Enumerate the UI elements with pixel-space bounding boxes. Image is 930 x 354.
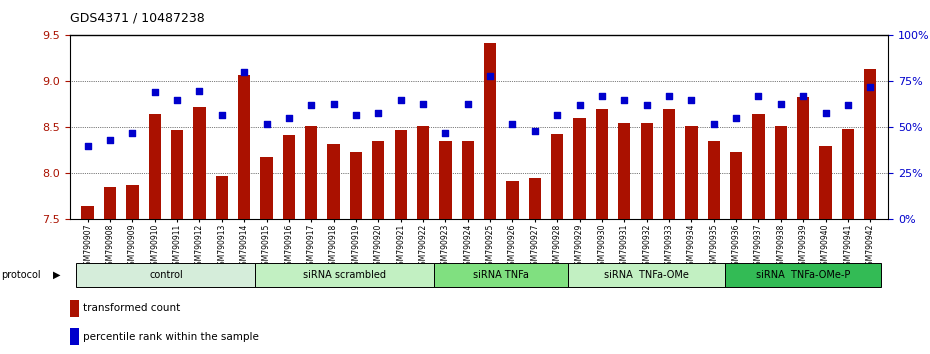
Point bbox=[796, 93, 811, 99]
Text: siRNA TNFa: siRNA TNFa bbox=[473, 270, 529, 280]
Bar bbox=[417, 126, 430, 219]
Text: transformed count: transformed count bbox=[83, 303, 179, 313]
FancyBboxPatch shape bbox=[76, 263, 256, 287]
Point bbox=[460, 101, 475, 106]
Point bbox=[661, 93, 676, 99]
Point bbox=[102, 137, 117, 143]
Bar bbox=[461, 141, 474, 219]
Point bbox=[863, 84, 878, 90]
Bar bbox=[842, 129, 854, 219]
Point bbox=[80, 143, 95, 149]
Point bbox=[505, 121, 520, 127]
Bar bbox=[372, 141, 384, 219]
Point bbox=[416, 101, 431, 106]
Point bbox=[729, 115, 744, 121]
Point bbox=[594, 93, 609, 99]
Text: siRNA scrambled: siRNA scrambled bbox=[303, 270, 386, 280]
Bar bbox=[126, 184, 139, 219]
Bar bbox=[394, 130, 406, 219]
Text: ▶: ▶ bbox=[53, 270, 60, 280]
Point bbox=[125, 130, 140, 136]
Text: control: control bbox=[149, 270, 183, 280]
Point bbox=[527, 128, 542, 134]
Bar bbox=[327, 144, 339, 219]
Point bbox=[774, 101, 789, 106]
Point bbox=[147, 90, 162, 95]
Bar bbox=[574, 118, 586, 219]
Bar bbox=[775, 126, 787, 219]
FancyBboxPatch shape bbox=[434, 263, 568, 287]
Bar bbox=[104, 187, 116, 219]
Point bbox=[192, 88, 206, 93]
Point bbox=[237, 69, 252, 75]
Bar bbox=[641, 123, 653, 219]
Point bbox=[393, 97, 408, 103]
Point bbox=[751, 93, 766, 99]
Bar bbox=[730, 152, 742, 219]
Bar bbox=[216, 176, 228, 219]
Point bbox=[483, 73, 498, 79]
Bar bbox=[283, 135, 295, 219]
Point bbox=[639, 103, 654, 108]
Text: percentile rank within the sample: percentile rank within the sample bbox=[83, 332, 259, 342]
Bar bbox=[528, 178, 541, 219]
Bar bbox=[752, 114, 764, 219]
Bar bbox=[238, 75, 250, 219]
Bar bbox=[171, 130, 183, 219]
Point bbox=[550, 112, 565, 118]
FancyBboxPatch shape bbox=[568, 263, 724, 287]
Bar bbox=[864, 69, 876, 219]
FancyBboxPatch shape bbox=[724, 263, 882, 287]
Bar bbox=[797, 97, 809, 219]
Bar bbox=[149, 114, 161, 219]
Bar bbox=[260, 157, 272, 219]
Bar bbox=[596, 109, 608, 219]
Point bbox=[438, 130, 453, 136]
Point bbox=[304, 103, 319, 108]
Point bbox=[214, 112, 229, 118]
Bar bbox=[439, 141, 452, 219]
Bar bbox=[350, 152, 362, 219]
Bar bbox=[82, 206, 94, 219]
Point bbox=[818, 110, 833, 115]
Bar bbox=[70, 300, 79, 317]
Bar bbox=[70, 328, 79, 345]
Bar bbox=[819, 146, 831, 219]
Bar bbox=[484, 43, 497, 219]
Point bbox=[684, 97, 698, 103]
Text: protocol: protocol bbox=[1, 270, 41, 280]
Text: GDS4371 / 10487238: GDS4371 / 10487238 bbox=[70, 12, 205, 25]
Bar bbox=[685, 126, 698, 219]
Point bbox=[169, 97, 184, 103]
Point bbox=[259, 121, 274, 127]
Bar bbox=[193, 107, 206, 219]
Bar bbox=[618, 123, 631, 219]
Point bbox=[617, 97, 631, 103]
Point bbox=[706, 121, 721, 127]
Point bbox=[841, 103, 856, 108]
Point bbox=[371, 110, 386, 115]
Bar bbox=[708, 141, 720, 219]
Text: siRNA  TNFa-OMe-P: siRNA TNFa-OMe-P bbox=[756, 270, 850, 280]
Point bbox=[572, 103, 587, 108]
Bar bbox=[305, 126, 317, 219]
Bar bbox=[506, 181, 519, 219]
Point bbox=[282, 115, 297, 121]
FancyBboxPatch shape bbox=[256, 263, 434, 287]
Point bbox=[349, 112, 364, 118]
Bar bbox=[551, 134, 564, 219]
Text: siRNA  TNFa-OMe: siRNA TNFa-OMe bbox=[604, 270, 689, 280]
Point bbox=[326, 101, 341, 106]
Bar bbox=[663, 109, 675, 219]
